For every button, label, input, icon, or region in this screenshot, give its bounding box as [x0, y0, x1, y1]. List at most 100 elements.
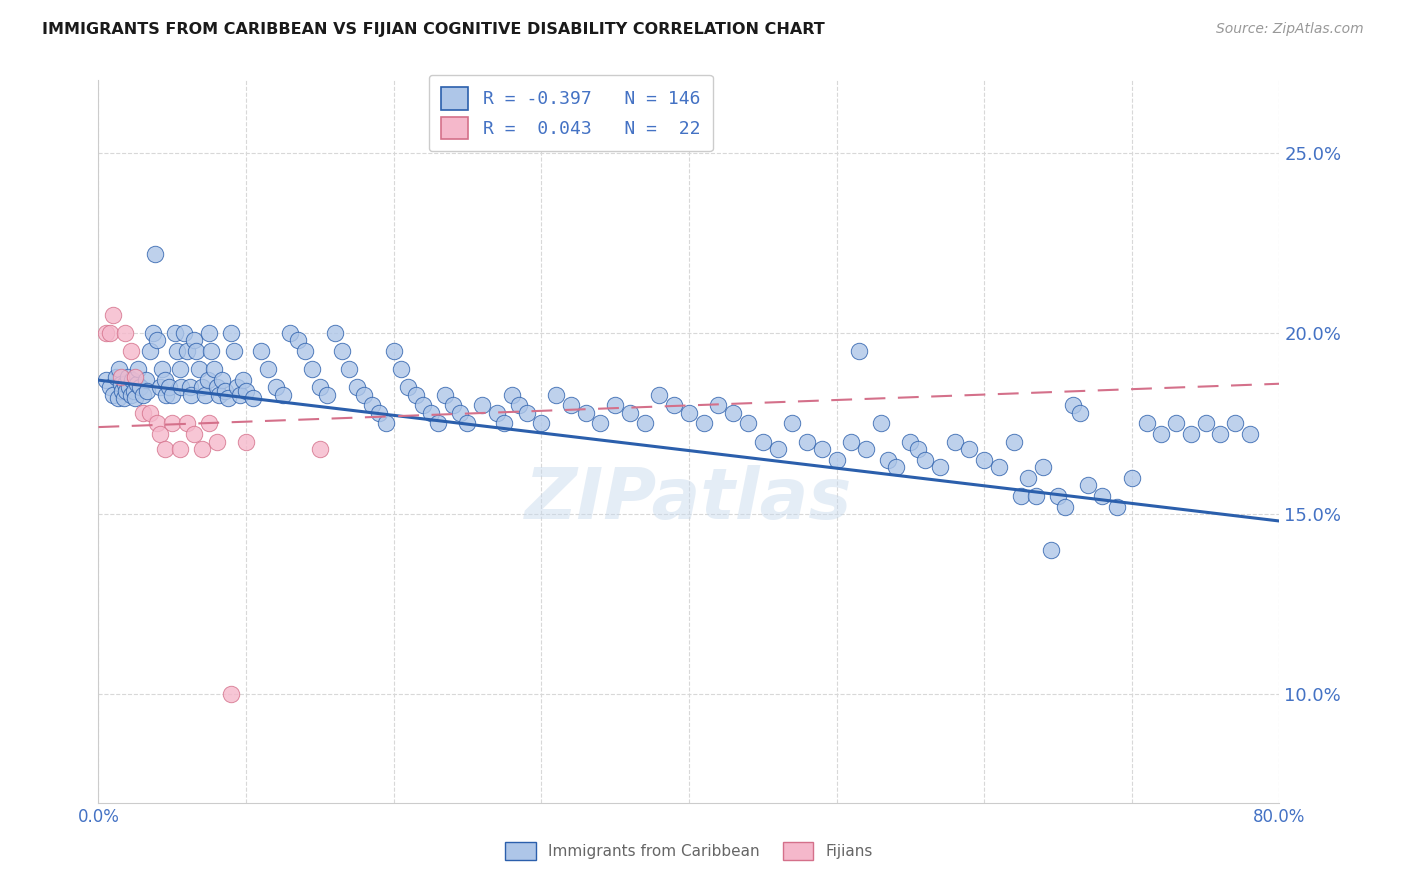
Point [103, 387, 125, 401]
Point [117, 369, 139, 384]
Point [664, 398, 686, 412]
Point [224, 344, 246, 359]
Point [179, 380, 201, 394]
Point [546, 387, 568, 401]
Point [959, 442, 981, 456]
Point [191, 442, 214, 456]
Point [122, 384, 145, 398]
Point [183, 427, 205, 442]
Point [169, 362, 191, 376]
Point [693, 417, 716, 431]
Point [217, 391, 239, 405]
Point [405, 387, 427, 401]
Point [441, 398, 464, 412]
Point [115, 384, 138, 398]
Point [120, 387, 142, 401]
Point [257, 362, 280, 376]
Point [162, 387, 183, 401]
Point [870, 417, 893, 431]
Point [471, 398, 494, 412]
Point [176, 417, 198, 431]
Point [810, 442, 832, 456]
Point [235, 434, 257, 449]
Point [1054, 500, 1077, 514]
Point [202, 362, 225, 376]
Point [200, 344, 222, 359]
Point [205, 380, 228, 394]
Point [575, 406, 598, 420]
Point [287, 334, 309, 348]
Point [194, 387, 217, 401]
Point [184, 344, 207, 359]
Point [98, 326, 121, 341]
Point [155, 387, 177, 401]
Point [723, 406, 745, 420]
Point [162, 417, 183, 431]
Point [170, 380, 193, 394]
Point [191, 380, 214, 394]
Point [1062, 398, 1084, 412]
Point [208, 387, 231, 401]
Point [449, 406, 471, 420]
Point [153, 442, 176, 456]
Point [1136, 417, 1159, 431]
Legend: Immigrants from Caribbean, Fijians: Immigrants from Caribbean, Fijians [498, 835, 880, 867]
Point [737, 417, 759, 431]
Point [165, 326, 187, 341]
Point [1010, 489, 1032, 503]
Point [353, 387, 375, 401]
Point [1091, 489, 1114, 503]
Point [125, 376, 148, 391]
Text: Source: ZipAtlas.com: Source: ZipAtlas.com [1216, 22, 1364, 37]
Point [211, 373, 233, 387]
Point [112, 391, 135, 405]
Point [457, 417, 479, 431]
Point [1069, 406, 1091, 420]
Point [149, 380, 172, 394]
Point [389, 362, 412, 376]
Point [108, 362, 131, 376]
Point [1018, 471, 1040, 485]
Point [988, 459, 1011, 474]
Point [98, 380, 121, 394]
Point [294, 344, 316, 359]
Point [929, 459, 952, 474]
Point [619, 406, 641, 420]
Point [198, 417, 221, 431]
Point [143, 246, 166, 260]
Point [110, 376, 132, 391]
Point [530, 417, 553, 431]
Point [634, 417, 657, 431]
Point [339, 362, 361, 376]
Point [264, 380, 287, 394]
Point [648, 387, 671, 401]
Point [841, 434, 863, 449]
Point [434, 387, 457, 401]
Point [605, 398, 627, 412]
Point [150, 362, 173, 376]
Point [1195, 417, 1218, 431]
Point [187, 362, 209, 376]
Point [419, 406, 441, 420]
Point [1025, 489, 1047, 503]
Point [316, 387, 339, 401]
Point [1002, 434, 1025, 449]
Point [271, 387, 294, 401]
Point [136, 384, 159, 398]
Point [146, 334, 169, 348]
Point [973, 452, 995, 467]
Point [235, 384, 257, 398]
Point [368, 406, 391, 420]
Point [180, 387, 202, 401]
Point [149, 427, 172, 442]
Point [221, 687, 243, 701]
Point [221, 326, 243, 341]
Point [120, 344, 142, 359]
Point [796, 434, 818, 449]
Point [142, 326, 165, 341]
Point [884, 459, 907, 474]
Point [103, 308, 125, 322]
Point [139, 344, 162, 359]
Point [229, 387, 252, 401]
Point [943, 434, 966, 449]
